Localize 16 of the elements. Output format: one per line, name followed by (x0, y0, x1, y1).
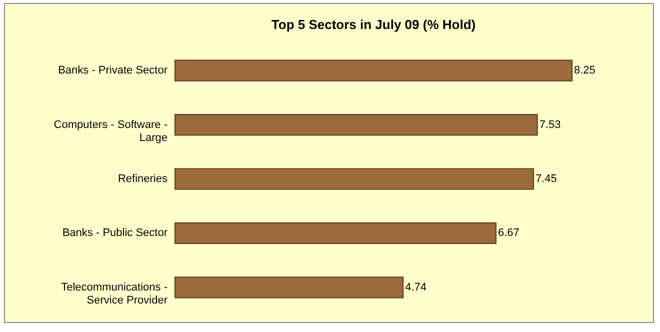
bar (174, 114, 538, 136)
data-label: 7.45 (536, 173, 557, 185)
bar (174, 222, 496, 244)
data-label: 6.67 (498, 227, 520, 240)
y-tick-label: Refineries (118, 173, 168, 185)
bar (174, 168, 534, 190)
data-label: 7.53 (539, 118, 561, 131)
bar (174, 60, 572, 82)
bar (174, 276, 404, 298)
data-label: 4.74 (405, 281, 427, 294)
data-label: 8.25 (574, 64, 596, 77)
chart-title: Top 5 Sectors in July 09 (% Hold) (271, 17, 476, 32)
y-tick-label: Computers - Software - Large (54, 118, 168, 144)
y-tick-label: Banks - Private Sector (58, 64, 168, 77)
y-tick-label: Telecommunications - Service Provider (61, 281, 168, 306)
y-tick-label: Banks - Public Sector (62, 227, 168, 240)
